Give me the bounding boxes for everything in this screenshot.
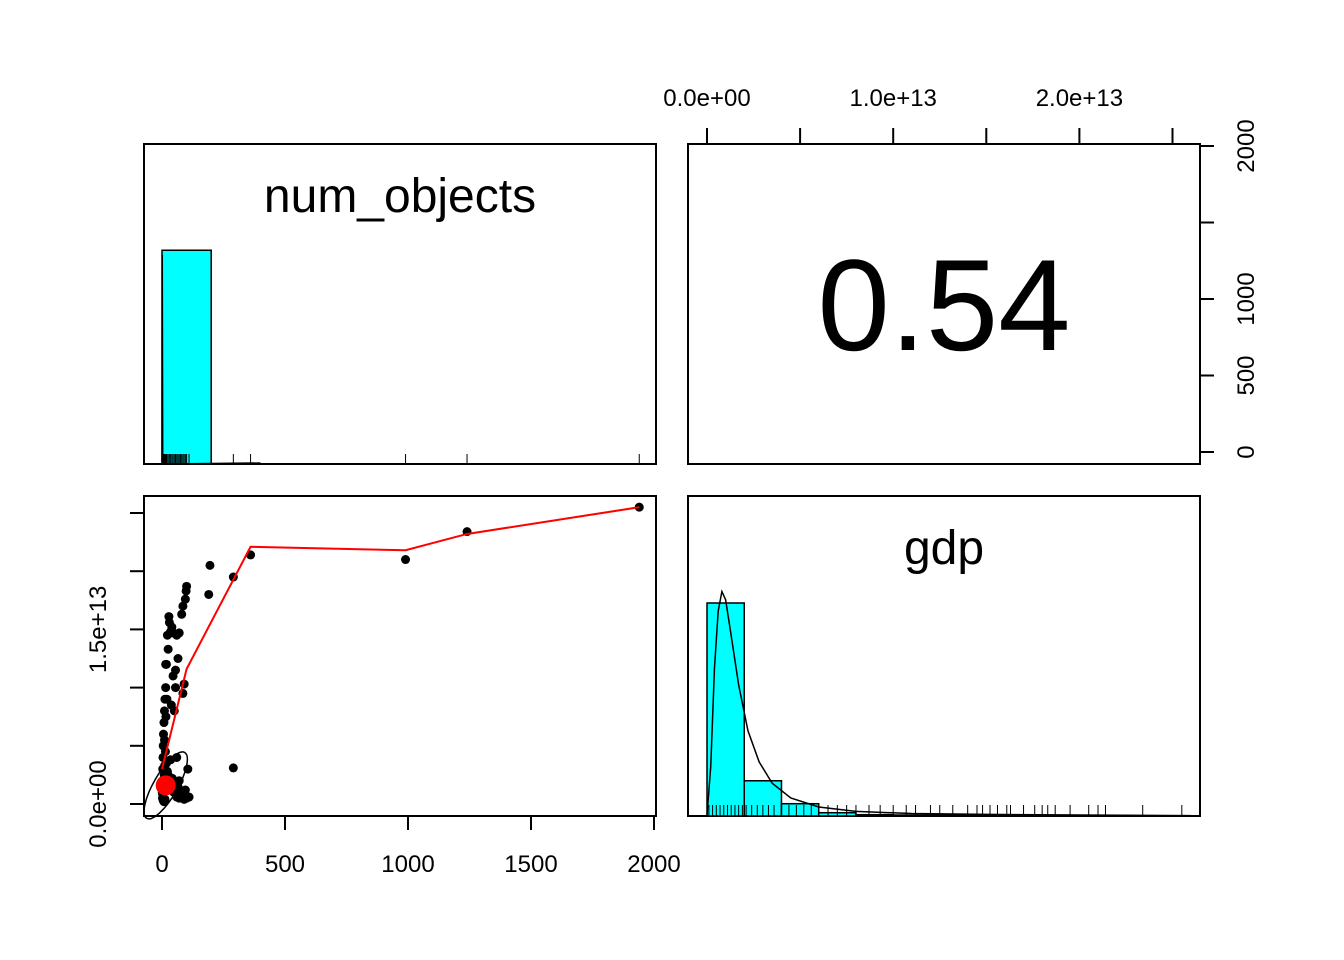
panel-frame-top-left [143, 143, 657, 465]
x-tick-label: 1000 [381, 851, 434, 878]
scatter-point [168, 671, 178, 681]
num-objects-histogram [161, 249, 261, 465]
scatter-point [162, 694, 172, 704]
left-tick-label: 0.0e+00 [85, 760, 112, 847]
scatter-point [180, 594, 190, 604]
scatter-points [157, 502, 644, 807]
histogram-bar [929, 814, 969, 817]
histogram-bar [855, 813, 894, 817]
x-tick-label: 2000 [627, 851, 680, 878]
gdp-rug [708, 805, 1183, 816]
ellipse-outline [143, 751, 189, 820]
scatter-point [161, 712, 171, 722]
scatter-point [159, 735, 169, 745]
top-tick-label: 2.0e+13 [1036, 85, 1123, 112]
scatter-point [162, 630, 172, 640]
correlation-value: 0.54 [817, 232, 1070, 378]
num-objects-title: num_objects [264, 170, 536, 223]
left-tick-label: 1.5e+13 [85, 586, 112, 673]
right-tick-label: 2000 [1233, 119, 1260, 172]
histogram-bar [161, 249, 212, 465]
scatter-point [180, 785, 190, 795]
right-tick-label: 500 [1233, 355, 1260, 395]
right-tick-label: 1000 [1233, 272, 1260, 325]
right-tick-label: 0 [1233, 445, 1260, 458]
histogram-bar [966, 814, 1006, 817]
panel-frame-bottom-left [143, 495, 657, 817]
scatter-point [161, 659, 171, 669]
x-tick-label: 0 [155, 851, 168, 878]
num-objects-rug [161, 454, 640, 464]
scatter-point [181, 586, 191, 596]
x-tick-label: 1500 [504, 851, 557, 878]
scatter-point [184, 792, 194, 802]
gdp-left-axis: 0.0e+00 1.5e+13 [85, 512, 145, 848]
num-objects-x-axis: 0 500 1000 1500 2000 [155, 815, 681, 878]
scatter-point [228, 763, 238, 773]
scatter-point [173, 654, 183, 663]
scatter-point [163, 644, 173, 654]
scatter-point [205, 560, 215, 570]
top-tick-label: 0.0e+00 [663, 85, 750, 112]
x-tick-label: 500 [265, 851, 305, 878]
density-curve [161, 254, 261, 465]
scatter-point [161, 683, 171, 693]
scatter-point [171, 683, 181, 693]
correlation-ellipse [143, 751, 189, 820]
gdp-title: gdp [904, 522, 984, 575]
gdp-histogram [706, 602, 1192, 817]
top-tick-label: 1.0e+13 [849, 85, 936, 112]
scatter-point [204, 589, 214, 599]
mean-point [155, 775, 176, 796]
gdp-density-curve [706, 589, 1192, 817]
scatter-point [164, 612, 174, 622]
scatter-point [178, 601, 188, 611]
count-right-axis: 0 500 1000 2000 [1199, 119, 1260, 459]
loess-smoother-line [161, 506, 640, 770]
scatter-point [401, 555, 411, 565]
scatter-point [177, 609, 187, 619]
histogram-bar [892, 814, 932, 817]
gdp-top-axis: 0.0e+00 1.0e+13 2.0e+13 [663, 85, 1174, 145]
